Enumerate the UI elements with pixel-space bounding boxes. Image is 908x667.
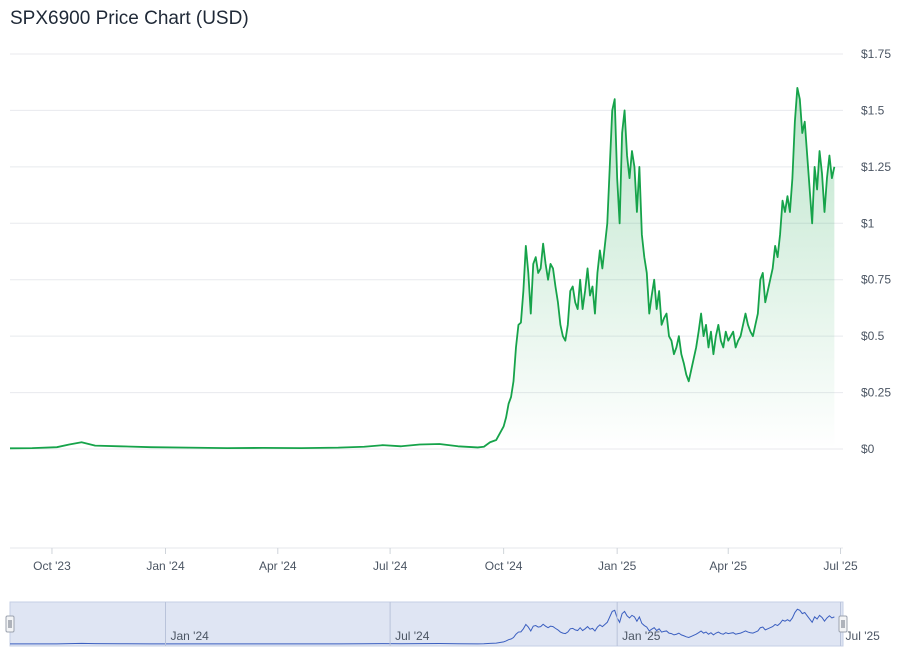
navigator-tick-label: Jul '25 — [846, 629, 881, 643]
x-tick-label: Jul '25 — [823, 559, 858, 573]
y-tick-label: $0.25 — [861, 386, 891, 400]
y-tick-label: $1.75 — [861, 47, 891, 61]
navigator-tick-label: Jan '25 — [622, 629, 661, 643]
y-tick-label: $0 — [861, 442, 875, 456]
y-axis: $1.75 $1.5 $1.25 $1 $0.75 $0.5 $0.25 $0 — [861, 47, 891, 456]
x-tick-label: Jan '24 — [146, 559, 185, 573]
navigator[interactable]: Jan '24 Jul '24 Jan '25 Jul '25 — [5, 601, 881, 647]
area-layer — [10, 87, 835, 450]
chart-title: SPX6900 Price Chart (USD) — [10, 8, 249, 29]
x-tick-label: Apr '25 — [709, 559, 747, 573]
navigator-series-line — [9, 608, 835, 645]
price-area-fill — [10, 87, 835, 450]
x-axis: Oct '23 Jan '24 Apr '24 Jul '24 Oct '24 Jan '… — [33, 548, 858, 573]
x-tick-label: Apr '24 — [259, 559, 297, 573]
navigator-right-handle[interactable] — [838, 615, 848, 633]
navigator-range-selection[interactable] — [9, 601, 844, 647]
y-tick-label: $1 — [861, 216, 875, 230]
y-tick-label: $1.5 — [861, 103, 885, 117]
navigator-left-handle[interactable] — [5, 615, 15, 633]
x-tick-label: Oct '23 — [33, 559, 71, 573]
grid-layer — [10, 53, 843, 549]
navigator-tick-label: Jul '24 — [395, 629, 430, 643]
navigator-tick-label: Jan '24 — [170, 629, 209, 643]
y-tick-label: $0.5 — [861, 329, 885, 343]
price-line — [9, 86, 836, 450]
x-tick-label: Oct '24 — [485, 559, 523, 573]
y-tick-label: $0.75 — [861, 273, 891, 287]
line-layer — [9, 86, 836, 450]
x-tick-label: Jan '25 — [598, 559, 637, 573]
y-tick-label: $1.25 — [861, 160, 891, 174]
x-tick-label: Jul '24 — [373, 559, 408, 573]
